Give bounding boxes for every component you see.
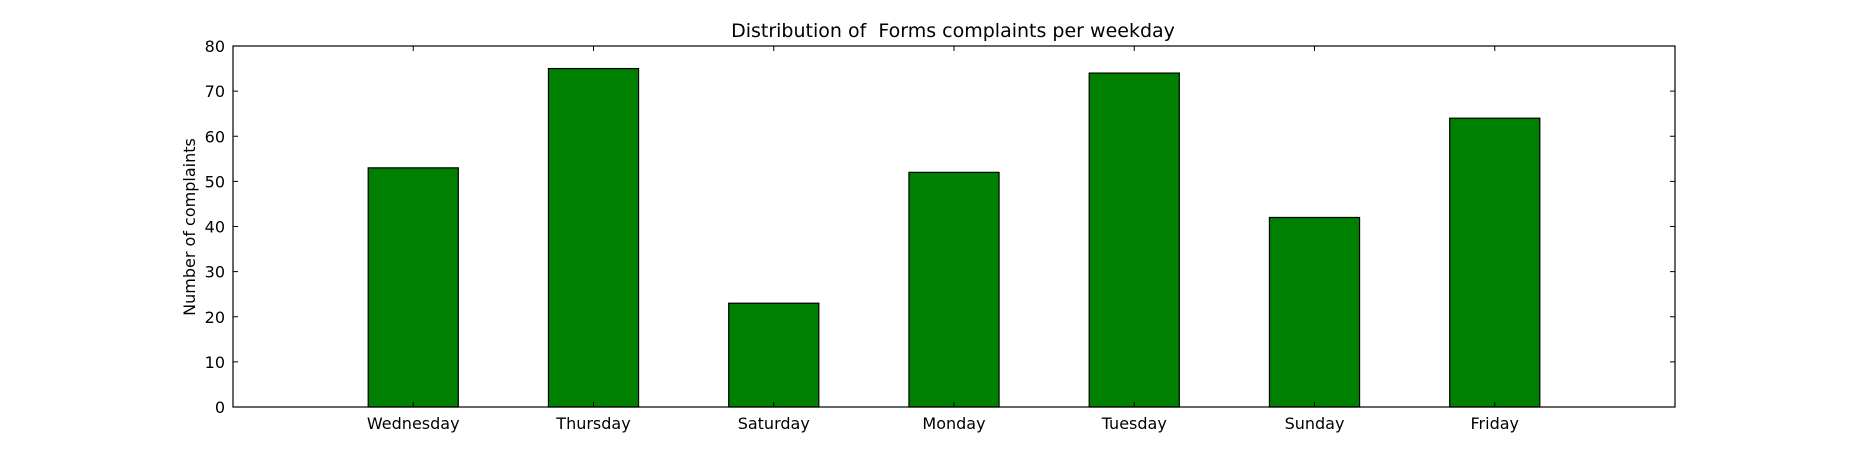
y-tick-label: 50 — [205, 172, 225, 191]
bar-friday — [1449, 117, 1541, 408]
x-tick-label: Friday — [1471, 414, 1520, 433]
x-tick-label: Sunday — [1285, 414, 1345, 433]
x-tick-label: Wednesday — [367, 414, 460, 433]
bar-monday — [908, 171, 1000, 408]
y-tick-label: 10 — [205, 353, 225, 372]
y-axis-label: Number of complaints — [180, 138, 199, 316]
bar-tuesday — [1088, 72, 1180, 408]
y-tick-label: 40 — [205, 218, 225, 237]
y-tick-label: 0 — [215, 398, 225, 417]
y-tick-label: 20 — [205, 308, 225, 327]
y-tick-label: 60 — [205, 127, 225, 146]
ticks-layer: Wednesday Thursday Saturday Monday Tuesday Su… — [205, 37, 1675, 433]
plot-area-frame — [232, 45, 1676, 408]
bar-thursday — [547, 67, 640, 408]
y-tick-label: 80 — [205, 37, 225, 56]
x-tick-label: Thursday — [555, 414, 630, 433]
bar-sunday — [1268, 216, 1361, 408]
y-tick-label: 30 — [205, 263, 225, 282]
x-tick-label: Monday — [922, 414, 985, 433]
x-tick-label: Saturday — [738, 414, 810, 433]
bar-wednesday — [367, 167, 459, 408]
bars-layer — [367, 67, 1541, 408]
y-tick-label: 70 — [205, 82, 225, 101]
chart-title: Distribution of Forms complaints per wee… — [731, 20, 1175, 42]
x-tick-label: Tuesday — [1101, 414, 1167, 433]
bar-saturday — [728, 302, 820, 408]
